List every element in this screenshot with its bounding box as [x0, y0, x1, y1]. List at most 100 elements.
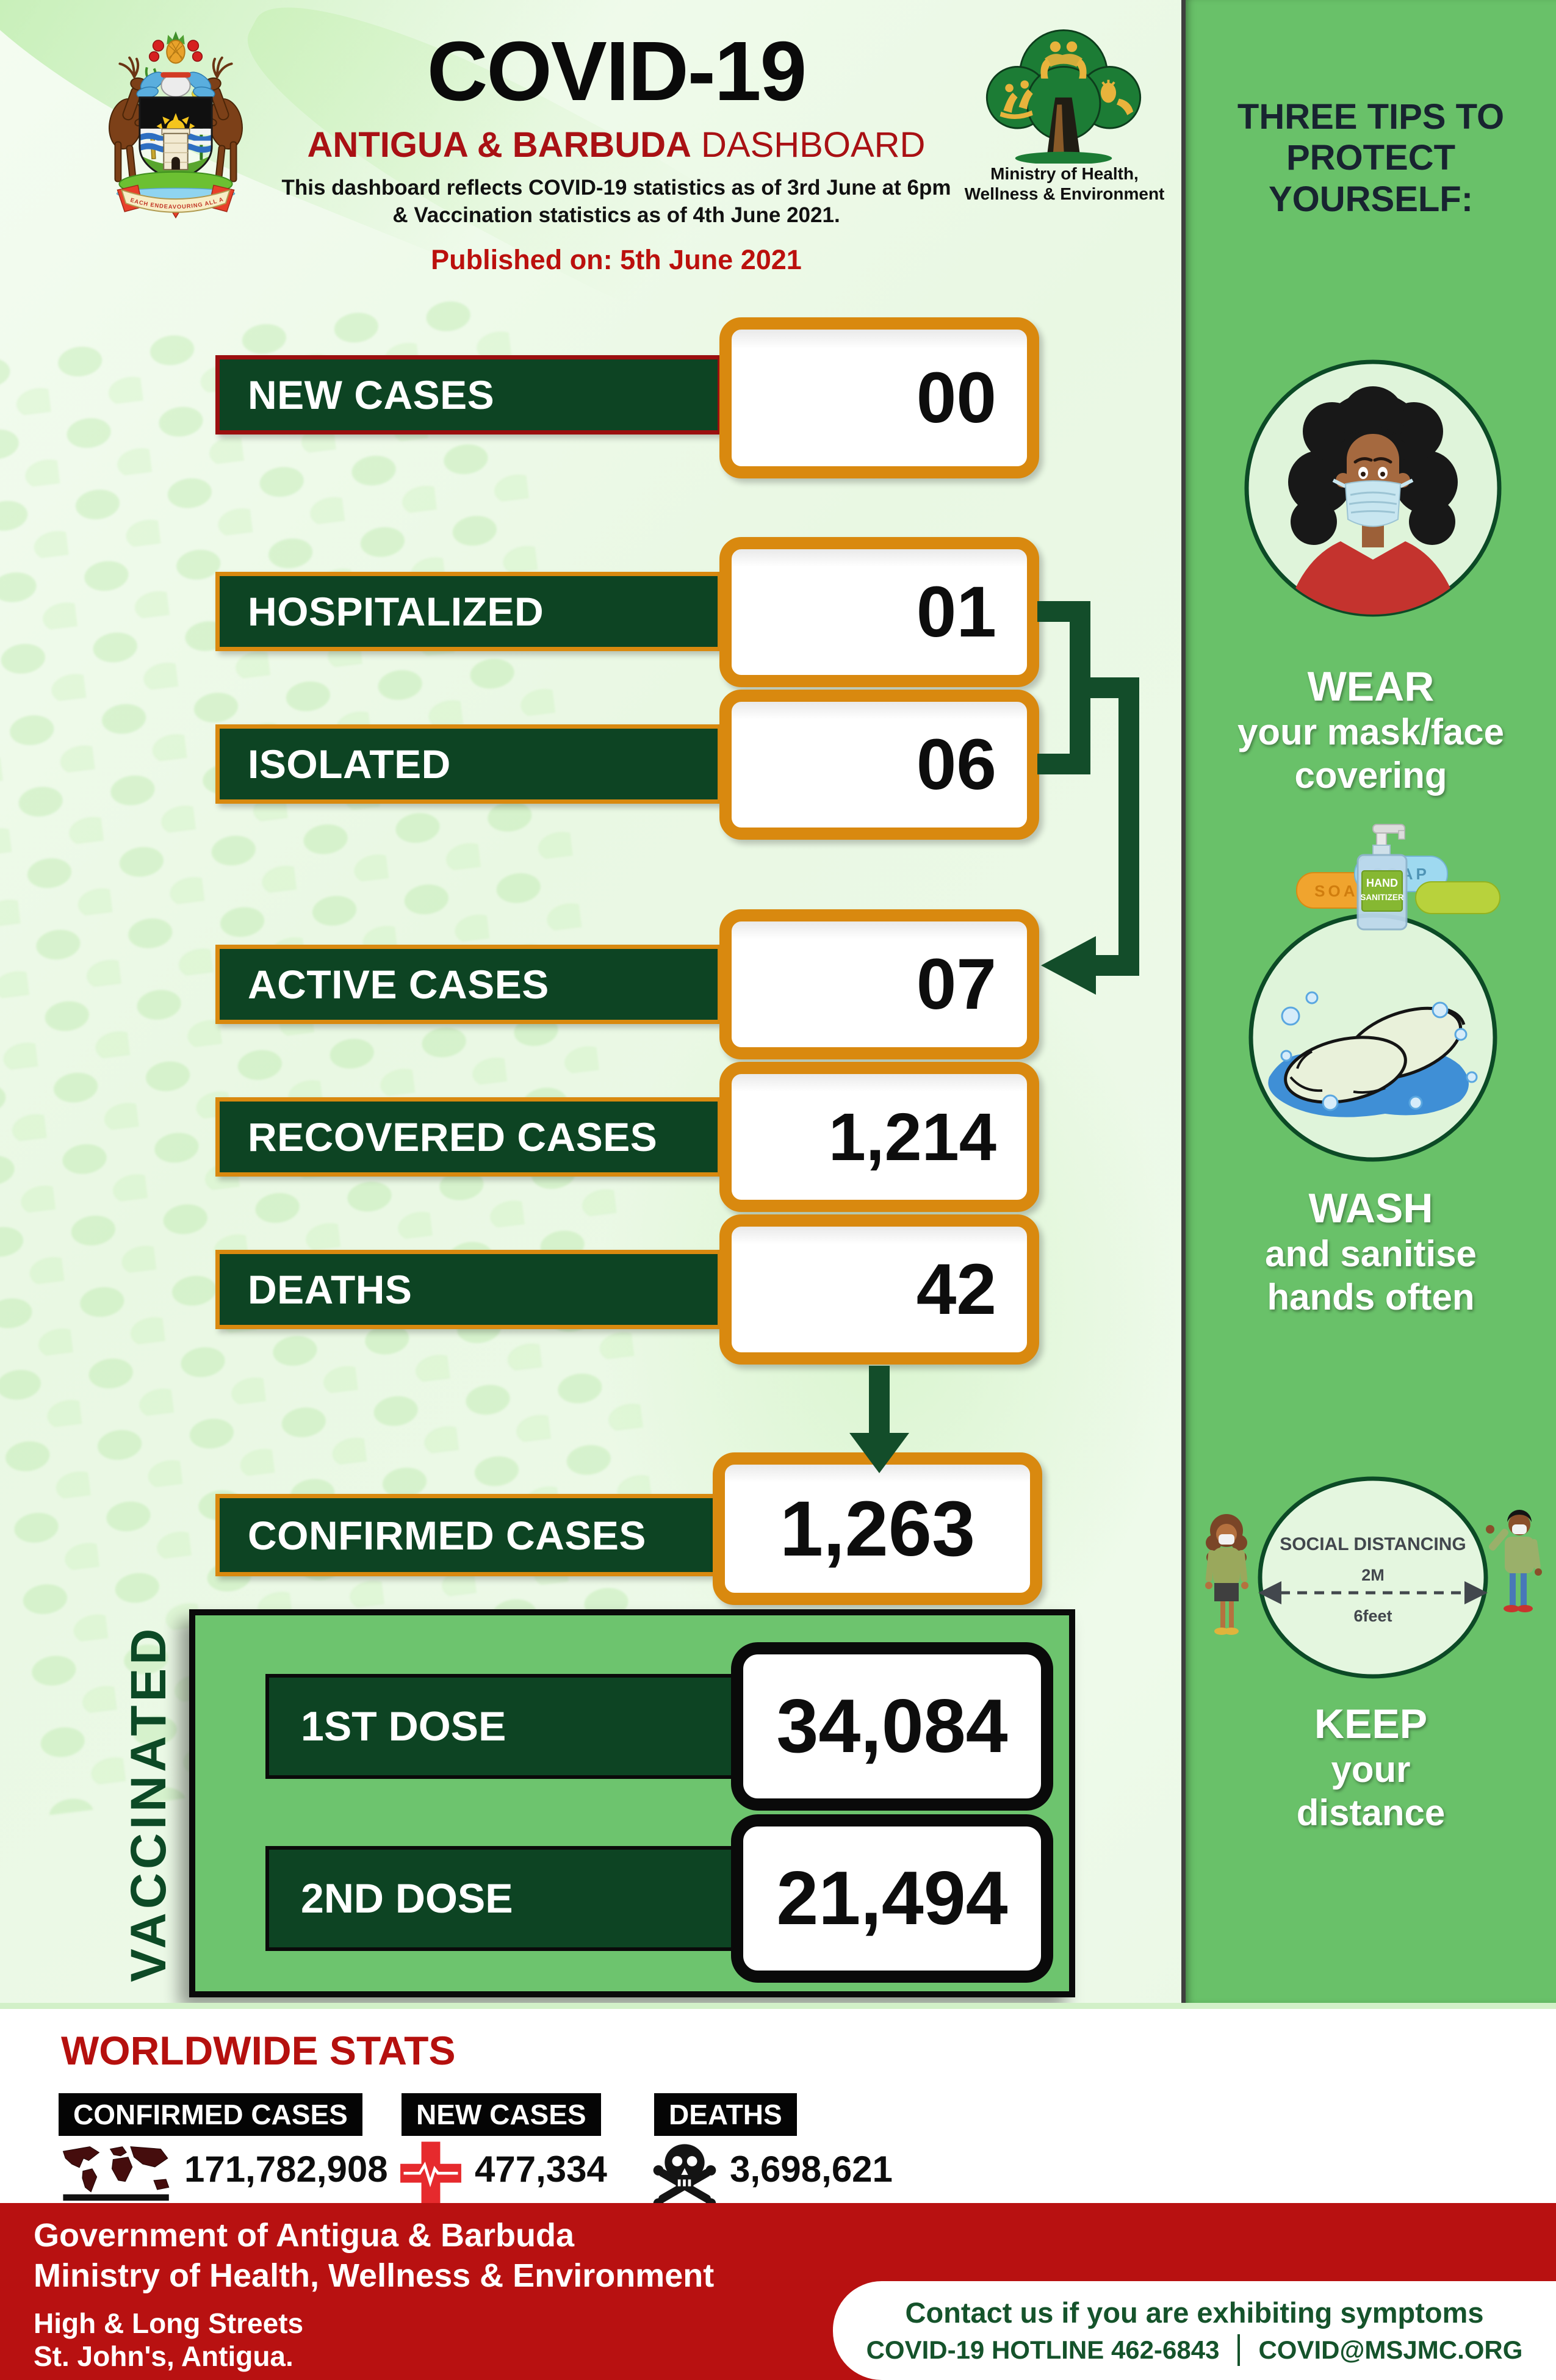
recovered-cases-value-box: 1,214 — [719, 1062, 1039, 1212]
new-cases-label-bar: NEW CASES — [215, 355, 722, 435]
tip-wear-line1: WEAR — [1307, 663, 1435, 710]
sidebar-title-line1: THREE TIPS TO — [1237, 97, 1505, 137]
recovered-cases-value: 1,214 — [828, 1099, 996, 1175]
ministry-of-health-logo — [985, 29, 1142, 164]
isolated-label-bar: ISOLATED — [215, 724, 722, 804]
footer-government-line: Government of Antigua & Barbuda — [34, 2217, 575, 2254]
worldwide-confirmed-label-text: CONFIRMED CASES — [73, 2099, 348, 2130]
first-dose-label-bar: 1ST DOSE — [265, 1674, 735, 1779]
active-cases-label: ACTIVE CASES — [248, 962, 549, 1007]
social-distancing-title: SOCIAL DISTANCING — [1280, 1534, 1466, 1554]
recovered-cases-label: RECOVERED CASES — [248, 1114, 658, 1159]
second-dose-label-bar: 2ND DOSE — [265, 1846, 735, 1951]
hospitalized-value: 01 — [916, 572, 996, 652]
footer-ministry-line: Ministry of Health, Wellness & Environme… — [34, 2257, 715, 2294]
active-cases-value: 07 — [916, 944, 996, 1025]
header-description-line1: This dashboard reflects COVID-19 statist… — [281, 176, 951, 200]
dashboard-subtitle: ANTIGUA & BARBUDA DASHBOARD — [262, 124, 970, 165]
ministry-caption-line2: Wellness & Environment — [964, 184, 1165, 204]
ministry-caption-line1: Ministry of Health, — [990, 164, 1139, 183]
footer: Government of Antigua & Barbuda Ministry… — [0, 2203, 1556, 2380]
tip-wash-line2: and sanitise — [1265, 1233, 1477, 1275]
vaccinated-section-title: VACCINATED — [121, 1625, 176, 1982]
subtitle-country: ANTIGUA & BARBUDA — [307, 125, 691, 165]
distance-meters-label: 2M — [1361, 1566, 1385, 1584]
deaths-label-bar: DEATHS — [215, 1250, 722, 1329]
contact-panel: Contact us if you are exhibiting symptom… — [833, 2281, 1556, 2380]
tip-distance-line2: your — [1331, 1749, 1411, 1790]
worldwide-deaths-value: 3,698,621 — [730, 2149, 893, 2190]
contact-hotline: COVID-19 HOTLINE 462-6843 — [866, 2335, 1220, 2364]
vaccinated-panel: 1ST DOSE 34,084 2ND DOSE 21,494 — [189, 1609, 1075, 1997]
antigua-barbuda-coat-of-arms: EACH ENDEAVOURING ALL ACHIEVING — [95, 26, 248, 219]
footer-city-line: St. John's, Antigua. — [34, 2340, 294, 2372]
background-cobblestone-texture — [0, 283, 691, 1817]
tip-distance-caption: KEEP your distance — [1186, 1700, 1556, 1835]
worldwide-confirmed-value: 171,782,908 — [184, 2149, 388, 2190]
tip-wear-line2: your mask/face — [1237, 712, 1504, 753]
three-tips-sidebar: THREE TIPS TO PROTECT YOURSELF: — [1181, 0, 1556, 2003]
handwash-icon: SOAP SOAP HAND SANITIZER — [1248, 824, 1500, 1162]
new-cases-value-box: 00 — [719, 317, 1039, 478]
tip-distance-line3: distance — [1296, 1792, 1446, 1834]
active-cases-value-box: 07 — [719, 909, 1039, 1059]
second-dose-value-box: 21,494 — [731, 1814, 1053, 1983]
hospitalized-label: HOSPITALIZED — [248, 589, 544, 634]
world-map-icon — [62, 2146, 170, 2201]
worldwide-deaths-label-text: DEATHS — [669, 2099, 782, 2130]
subtitle-dashboard: DASHBOARD — [691, 125, 926, 165]
sidebar-title: THREE TIPS TO PROTECT YOURSELF: — [1186, 96, 1556, 220]
isolated-value: 06 — [916, 724, 996, 805]
skull-crossbones-icon — [653, 2144, 716, 2209]
first-dose-value-box: 34,084 — [731, 1642, 1053, 1811]
new-cases-label: NEW CASES — [248, 372, 495, 417]
new-cases-value: 00 — [916, 358, 996, 438]
recovered-cases-label-bar: RECOVERED CASES — [215, 1097, 722, 1177]
confirmed-cases-value-box: 1,263 — [713, 1452, 1042, 1605]
worldwide-new-cases-value: 477,334 — [475, 2149, 607, 2190]
published-date: Published on: 5th June 2021 — [431, 244, 802, 275]
deaths-value: 42 — [916, 1249, 996, 1330]
worldwide-confirmed-label: CONFIRMED CASES — [59, 2093, 362, 2136]
confirmed-cases-label-bar: CONFIRMED CASES — [215, 1494, 722, 1576]
worldwide-deaths-label: DEATHS — [654, 2093, 797, 2136]
tip-wash-line1: WASH — [1308, 1185, 1433, 1231]
page-title: COVID-19 — [427, 24, 807, 118]
tip-distance-line1: KEEP — [1314, 1701, 1428, 1747]
worldwide-new-cases-label-text: NEW CASES — [416, 2099, 586, 2130]
hand-sanitizer-bottle: HAND SANITIZER — [1356, 824, 1408, 931]
contact-email: COVID@MSJMC.ORG — [1258, 2335, 1523, 2364]
sanitizer-label-line2: SANITIZER — [1360, 893, 1404, 902]
deaths-label: DEATHS — [248, 1267, 412, 1312]
social-distancing-icon: SOCIAL DISTANCING 2M 6feet — [1205, 1476, 1542, 1679]
mask-woman-icon — [1244, 359, 1502, 617]
footer-street-line: High & Long Streets — [34, 2307, 304, 2339]
active-cases-label-bar: ACTIVE CASES — [215, 945, 722, 1024]
worldwide-new-cases-label: NEW CASES — [402, 2093, 601, 2136]
ministry-logo-caption: Ministry of Health, Wellness & Environme… — [959, 164, 1170, 204]
masked-woman-figure — [1205, 1514, 1248, 1635]
worldwide-stats-section: WORLDWIDE STATS CONFIRMED CASES NEW CASE… — [0, 2003, 1556, 2209]
second-dose-label: 2ND DOSE — [301, 1875, 513, 1922]
deaths-value-box: 42 — [719, 1214, 1039, 1365]
first-dose-value: 34,084 — [776, 1684, 1008, 1769]
sidebar-title-line2: PROTECT — [1286, 138, 1456, 178]
medical-cross-icon — [400, 2141, 461, 2205]
confirmed-cases-label: CONFIRMED CASES — [248, 1512, 646, 1558]
confirmed-cases-value: 1,263 — [779, 1485, 976, 1573]
tip-wear-line3: covering — [1294, 755, 1447, 796]
header-description-line2: & Vaccination statistics as of 4th June … — [392, 203, 840, 227]
contact-divider — [1237, 2334, 1241, 2366]
tip-wash-line3: hands often — [1267, 1277, 1475, 1318]
tip-wash-caption: WASH and sanitise hands often — [1186, 1184, 1556, 1319]
isolated-label: ISOLATED — [248, 741, 451, 787]
worldwide-title: WORLDWIDE STATS — [61, 2028, 456, 2073]
sidebar-title-line3: YOURSELF: — [1268, 179, 1474, 219]
first-dose-label: 1ST DOSE — [301, 1703, 506, 1750]
tip-wear-caption: WEAR your mask/face covering — [1186, 662, 1556, 798]
sanitizer-label-line1: HAND — [1366, 877, 1398, 889]
hospitalized-value-box: 01 — [719, 537, 1039, 687]
hospitalized-label-bar: HOSPITALIZED — [215, 572, 722, 651]
masked-man-figure — [1486, 1510, 1542, 1612]
